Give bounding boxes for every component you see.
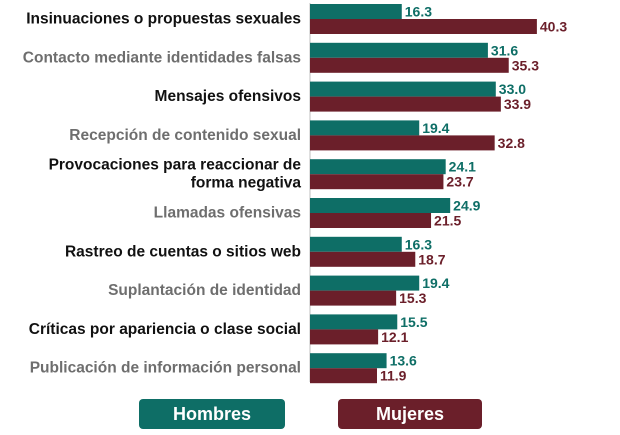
legend-hombres: Hombres [139,399,285,429]
value-label-hombres-publicacion-de-informacion-personal: 13.6 [390,353,417,369]
bar-mujeres-contacto-mediante-identidades-falsas [310,57,509,73]
category-label-criticas-por-apariencia-o-clase-social: Críticas por apariencia o clase social [29,321,301,338]
bar-hombres-provocaciones-para-reaccionar-de-forma-negativa [310,159,446,175]
value-label-hombres-contacto-mediante-identidades-falsas: 31.6 [491,42,518,58]
value-label-mujeres-recepcion-de-contenido-sexual: 32.8 [498,135,525,151]
value-label-hombres-insinuaciones-o-propuestas-sexuales: 16.3 [405,4,432,20]
value-label-hombres-provocaciones-para-reaccionar-de-forma-negativa: 24.1 [449,159,476,175]
value-label-mujeres-suplantacion-de-identidad: 15.3 [399,290,426,306]
value-label-mujeres-mensajes-ofensivos: 33.9 [504,96,531,112]
bar-hombres-contacto-mediante-identidades-falsas [310,42,488,58]
bar-mujeres-rastreo-de-cuentas-o-sitios-web [310,251,416,267]
category-label-recepcion-de-contenido-sexual: Recepción de contenido sexual [69,127,301,144]
value-label-mujeres-llamadas-ofensivas: 21.5 [434,213,461,229]
bar-hombres-llamadas-ofensivas [310,198,451,213]
category-label-publicacion-de-informacion-personal: Publicación de información personal [30,360,301,377]
legend-mujeres: Mujeres [338,399,482,429]
category-label-mensajes-ofensivos: Mensajes ofensivos [155,88,301,105]
bar-hombres-recepcion-de-contenido-sexual [310,120,420,136]
value-label-mujeres-criticas-por-apariencia-o-clase-social: 12.1 [381,329,408,345]
value-label-hombres-mensajes-ofensivos: 33.0 [499,81,526,97]
bar-mujeres-mensajes-ofensivos [310,96,501,112]
bars [310,4,537,384]
bar-hombres-rastreo-de-cuentas-o-sitios-web [310,236,402,252]
bar-mujeres-recepcion-de-contenido-sexual [310,135,495,151]
value-label-mujeres-rastreo-de-cuentas-o-sitios-web: 18.7 [418,251,445,267]
category-label-insinuaciones-o-propuestas-sexuales: Insinuaciones o propuestas sexuales [26,11,301,28]
value-label-hombres-criticas-por-apariencia-o-clase-social: 15.5 [400,314,427,330]
value-label-mujeres-publicacion-de-informacion-personal: 11.9 [380,368,407,384]
category-label-llamadas-ofensivas: Llamadas ofensivas [154,205,301,222]
value-label-hombres-suplantacion-de-identidad: 19.4 [422,275,449,291]
value-labels: 16.3 40.3 31.635.3 33.033.9 19.4 32.8 24.123.7… [380,4,567,384]
value-label-hombres-rastreo-de-cuentas-o-sitios-web: 16.3 [405,236,432,252]
bar-mujeres-provocaciones-para-reaccionar-de-forma-negativa [310,174,444,190]
category-label-suplantacion-de-identidad: Suplantación de identidad [108,282,301,299]
bar-hombres-insinuaciones-o-propuestas-sexuales [310,4,402,19]
bar-hombres-publicacion-de-informacion-personal [310,353,387,369]
category-label-rastreo-de-cuentas-o-sitios-web: Rastreo de cuentas o sitios web [65,243,301,260]
category-labels: Insinuaciones o propuestas sexuales Conta… [23,11,302,377]
bar-hombres-mensajes-ofensivos [310,81,496,97]
value-label-mujeres-provocaciones-para-reaccionar-de-forma-negativa: 23.7 [446,174,473,190]
bar-mujeres-suplantacion-de-identidad [310,290,397,306]
bar-mujeres-criticas-por-apariencia-o-clase-social [310,329,379,345]
value-label-mujeres-insinuaciones-o-propuestas-sexuales: 40.3 [540,19,567,35]
bar-mujeres-publicacion-de-informacion-personal [310,368,377,384]
value-label-hombres-llamadas-ofensivas: 24.9 [453,198,480,214]
value-label-hombres-recepcion-de-contenido-sexual: 19.4 [422,120,449,136]
value-label-mujeres-contacto-mediante-identidades-falsas: 35.3 [512,57,539,73]
bar-hombres-criticas-por-apariencia-o-clase-social [310,314,398,330]
bar-mujeres-llamadas-ofensivas [310,213,432,228]
category-label-provocaciones-para-reaccionar-de-forma-negativa: Provocaciones para reaccionar de forma ne… [49,157,302,192]
category-label-contacto-mediante-identidades-falsas: Contacto mediante identidades falsas [23,49,301,66]
bar-mujeres-insinuaciones-o-propuestas-sexuales [310,19,537,34]
bar-hombres-suplantacion-de-identidad [310,275,420,291]
